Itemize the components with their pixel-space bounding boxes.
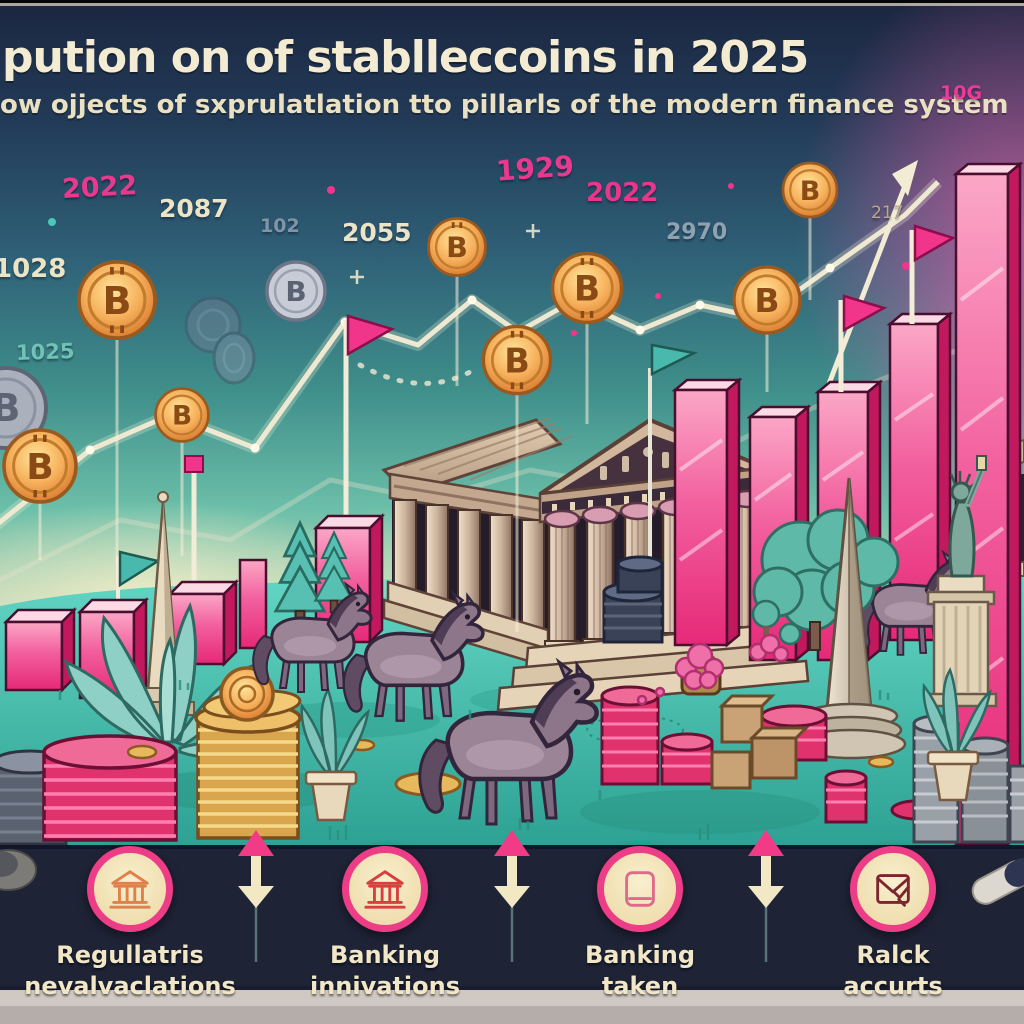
poster-subtitle: ow ojjects of sxprulatlation tto pillarl… [0,90,1009,120]
top-edge [0,0,1024,3]
year-label: 1028 [0,254,67,284]
bitcoin-coins: B B B B B [0,161,839,632]
milestone-label: nevalvaclations [24,972,236,1000]
gold-coin-stack [194,666,302,840]
milestone-badge [597,846,683,932]
flower-bushes [636,633,790,706]
year-label: 10G [940,82,983,104]
timeline-arrow-icon [748,830,784,962]
milestone-label: Ralck [856,941,930,969]
milestone-label: accurts [843,972,943,1000]
left-knob [0,849,37,891]
growth-arrow-icon [819,160,918,403]
svg-text:B: B [0,386,20,430]
bank-icon [364,870,406,909]
svg-text:B: B [574,270,600,310]
bank-icon [109,870,151,909]
svg-text:B: B [102,279,131,323]
year-label: 102 [260,215,300,237]
milestone-label: Banking [329,941,441,969]
grass [58,680,890,840]
timeline-arrow-icon [238,830,274,962]
top-edge-highlight [0,3,1024,6]
crates [710,694,810,790]
right-knob [971,858,1024,905]
svg-text:B: B [504,341,530,380]
year-label: 1025 [15,338,75,366]
svg-text:B: B [26,447,53,488]
liberty-statue [924,455,998,708]
svg-text:B: B [754,281,779,320]
year-label: 2022 [61,170,138,205]
milestone-badge [87,846,173,932]
year-label: 2970 [666,220,728,245]
card-icon [625,871,655,907]
poster-title: pution on of stablleccoins in 2025 [2,32,809,83]
milestone-banking-taken: Banking taken [515,846,765,1002]
year-label: 2022 [586,178,659,208]
milestone-label: taken [601,972,679,1000]
coin-stacks [0,555,1024,846]
svg-text:B: B [800,176,821,207]
milestone-label: innivations [309,972,461,1000]
milestone-banking-innovations: Banking innivations [260,846,510,1002]
svg-text:B: B [285,275,306,308]
milestone-regulations: Regullatris nevalvaclations [5,846,255,1002]
ghost-coins [184,296,256,385]
year-label: 1929 [494,149,575,188]
svg-text:B: B [172,401,192,432]
milestone-badge [850,846,936,932]
floor [0,986,1024,1024]
year-label: 2055 [342,218,412,247]
milestone-label: Banking [584,941,696,969]
year-label: 2087 [159,194,229,223]
year-label: 217 [871,203,904,223]
obelisk [795,477,907,760]
btc-coin: B B B B B [2,161,839,504]
svg-text:B: B [446,231,468,264]
milestone-label: Regullatris [56,941,204,969]
milestone-risk-accounts: Ralck accurts [768,846,1018,1002]
milestone-badge [342,846,428,932]
mail-check-icon [876,874,910,907]
timeline-arrow-icon [494,830,530,962]
